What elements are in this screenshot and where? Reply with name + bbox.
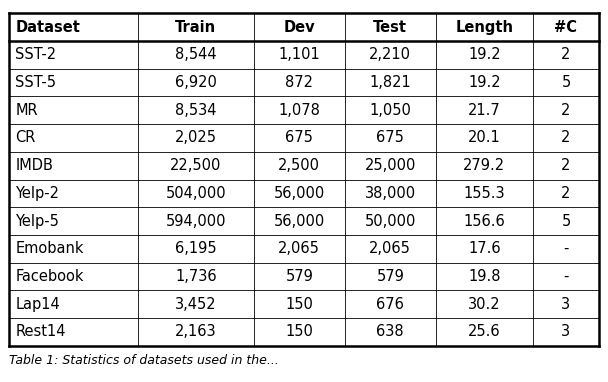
Text: Emobank: Emobank [15, 241, 84, 256]
Text: 8,544: 8,544 [175, 47, 216, 62]
Text: 3: 3 [561, 297, 570, 312]
Text: 21.7: 21.7 [468, 103, 501, 118]
Text: 150: 150 [285, 297, 313, 312]
Text: 155.3: 155.3 [463, 186, 505, 201]
Text: 3: 3 [561, 324, 570, 339]
Text: Train: Train [175, 20, 216, 35]
Text: 3,452: 3,452 [175, 297, 216, 312]
Text: 19.2: 19.2 [468, 47, 501, 62]
Text: 8,534: 8,534 [175, 103, 216, 118]
Text: 17.6: 17.6 [468, 241, 501, 256]
Text: 2: 2 [561, 131, 571, 146]
Text: -: - [563, 241, 568, 256]
Text: 676: 676 [376, 297, 404, 312]
Text: 38,000: 38,000 [365, 186, 416, 201]
Text: 2,163: 2,163 [175, 324, 216, 339]
Text: 56,000: 56,000 [274, 186, 325, 201]
Text: Table 1: Statistics of datasets used in the...: Table 1: Statistics of datasets used in … [9, 354, 279, 367]
Text: SST-2: SST-2 [15, 47, 57, 62]
Text: 638: 638 [376, 324, 404, 339]
Text: 25,000: 25,000 [365, 158, 416, 173]
Text: 675: 675 [285, 131, 313, 146]
Text: 25.6: 25.6 [468, 324, 501, 339]
Text: 2: 2 [561, 103, 571, 118]
Text: Yelp-2: Yelp-2 [15, 186, 59, 201]
Text: 156.6: 156.6 [463, 214, 505, 228]
Text: 594,000: 594,000 [165, 214, 226, 228]
Text: Dataset: Dataset [15, 20, 80, 35]
Text: 872: 872 [285, 75, 313, 90]
Text: 504,000: 504,000 [165, 186, 226, 201]
Text: 2,500: 2,500 [278, 158, 320, 173]
Text: 20.1: 20.1 [468, 131, 501, 146]
Text: #C: #C [554, 20, 578, 35]
Text: 2,065: 2,065 [369, 241, 411, 256]
Text: Length: Length [455, 20, 513, 35]
Text: Yelp-5: Yelp-5 [15, 214, 59, 228]
Text: 1,821: 1,821 [370, 75, 411, 90]
Text: -: - [563, 269, 568, 284]
Text: 6,920: 6,920 [175, 75, 216, 90]
Text: 1,050: 1,050 [369, 103, 411, 118]
Text: SST-5: SST-5 [15, 75, 56, 90]
Text: Lap14: Lap14 [15, 297, 60, 312]
Text: 19.2: 19.2 [468, 75, 501, 90]
Text: 1,736: 1,736 [175, 269, 216, 284]
Text: Dev: Dev [283, 20, 315, 35]
Text: 2,210: 2,210 [369, 47, 411, 62]
Text: 50,000: 50,000 [365, 214, 416, 228]
Text: 1,101: 1,101 [278, 47, 320, 62]
Text: 579: 579 [376, 269, 404, 284]
Text: 579: 579 [285, 269, 313, 284]
Text: CR: CR [15, 131, 36, 146]
Text: MR: MR [15, 103, 38, 118]
Text: Test: Test [373, 20, 407, 35]
Text: Rest14: Rest14 [15, 324, 66, 339]
Text: 2: 2 [561, 47, 571, 62]
Text: 1,078: 1,078 [278, 103, 320, 118]
Text: 6,195: 6,195 [175, 241, 216, 256]
Text: 5: 5 [561, 214, 570, 228]
Text: 19.8: 19.8 [468, 269, 500, 284]
Text: 150: 150 [285, 324, 313, 339]
Text: 5: 5 [561, 75, 570, 90]
Text: Facebook: Facebook [15, 269, 84, 284]
Text: 30.2: 30.2 [468, 297, 501, 312]
Text: 56,000: 56,000 [274, 214, 325, 228]
Text: 22,500: 22,500 [170, 158, 221, 173]
Text: 675: 675 [376, 131, 404, 146]
Text: IMDB: IMDB [15, 158, 53, 173]
Text: 2: 2 [561, 186, 571, 201]
Text: 2,065: 2,065 [278, 241, 320, 256]
Text: 2,025: 2,025 [174, 131, 217, 146]
Text: 2: 2 [561, 158, 571, 173]
Text: 279.2: 279.2 [463, 158, 505, 173]
